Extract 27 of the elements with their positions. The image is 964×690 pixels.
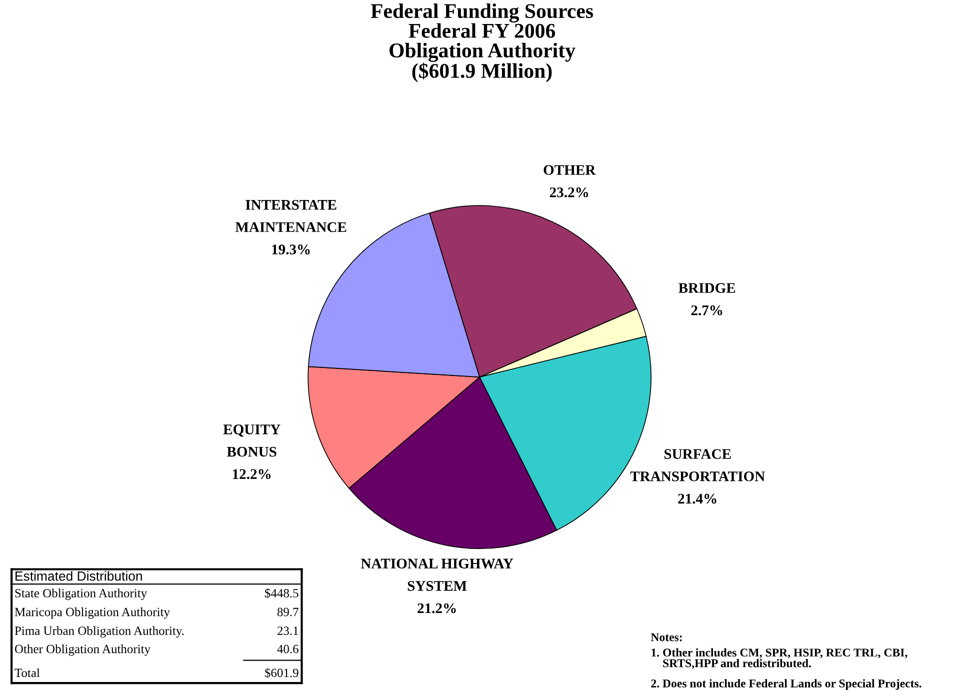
text: $448.5 [264,588,298,598]
text: 40.6 [277,644,298,654]
text: 89.7 [277,608,298,616]
data-label: 21.2% [418,603,456,614]
slice-label: OTHER [544,165,596,175]
text: 1. Other includes CM, SPR, HSIP, REC TRL, CBI, SRTS,HPP and redistributed. [652,648,908,669]
text: 2. Does not include Federal Lands or Special Projects. [651,679,922,690]
text: Total [14,668,40,678]
text: Other Obligation Authority [14,644,151,656]
slice-label: EQUITY BONUS [223,424,280,457]
data-label: 23.2% [550,187,588,198]
text: Notes: [650,633,682,642]
text: Pima Urban Obligation Authority. [14,626,184,638]
slice-label: NATIONAL HIGHWAY SYSTEM [360,558,514,591]
text: Maricopa Obligation Authority [14,607,170,619]
chart-title: Federal Funding Sources Federal FY 2006 Obligation Authority ($601.9 Million) [370,3,594,82]
slice-label: SURFACE TRANSPORTATION [630,449,765,482]
data-label: 19.3% [272,244,310,254]
text: State Obligation Authority [15,588,148,600]
slice-label: INTERSTATE MAINTENANCE [235,200,346,232]
data-label: 21.4% [678,494,716,504]
text: Estimated Distribution [16,571,142,581]
text: $601.9 [264,668,298,678]
data-label: 2.7% [691,305,722,316]
data-label: 12.2% [232,469,271,480]
slice-label: BRIDGE [678,283,736,293]
text: 23.1 [278,626,298,636]
